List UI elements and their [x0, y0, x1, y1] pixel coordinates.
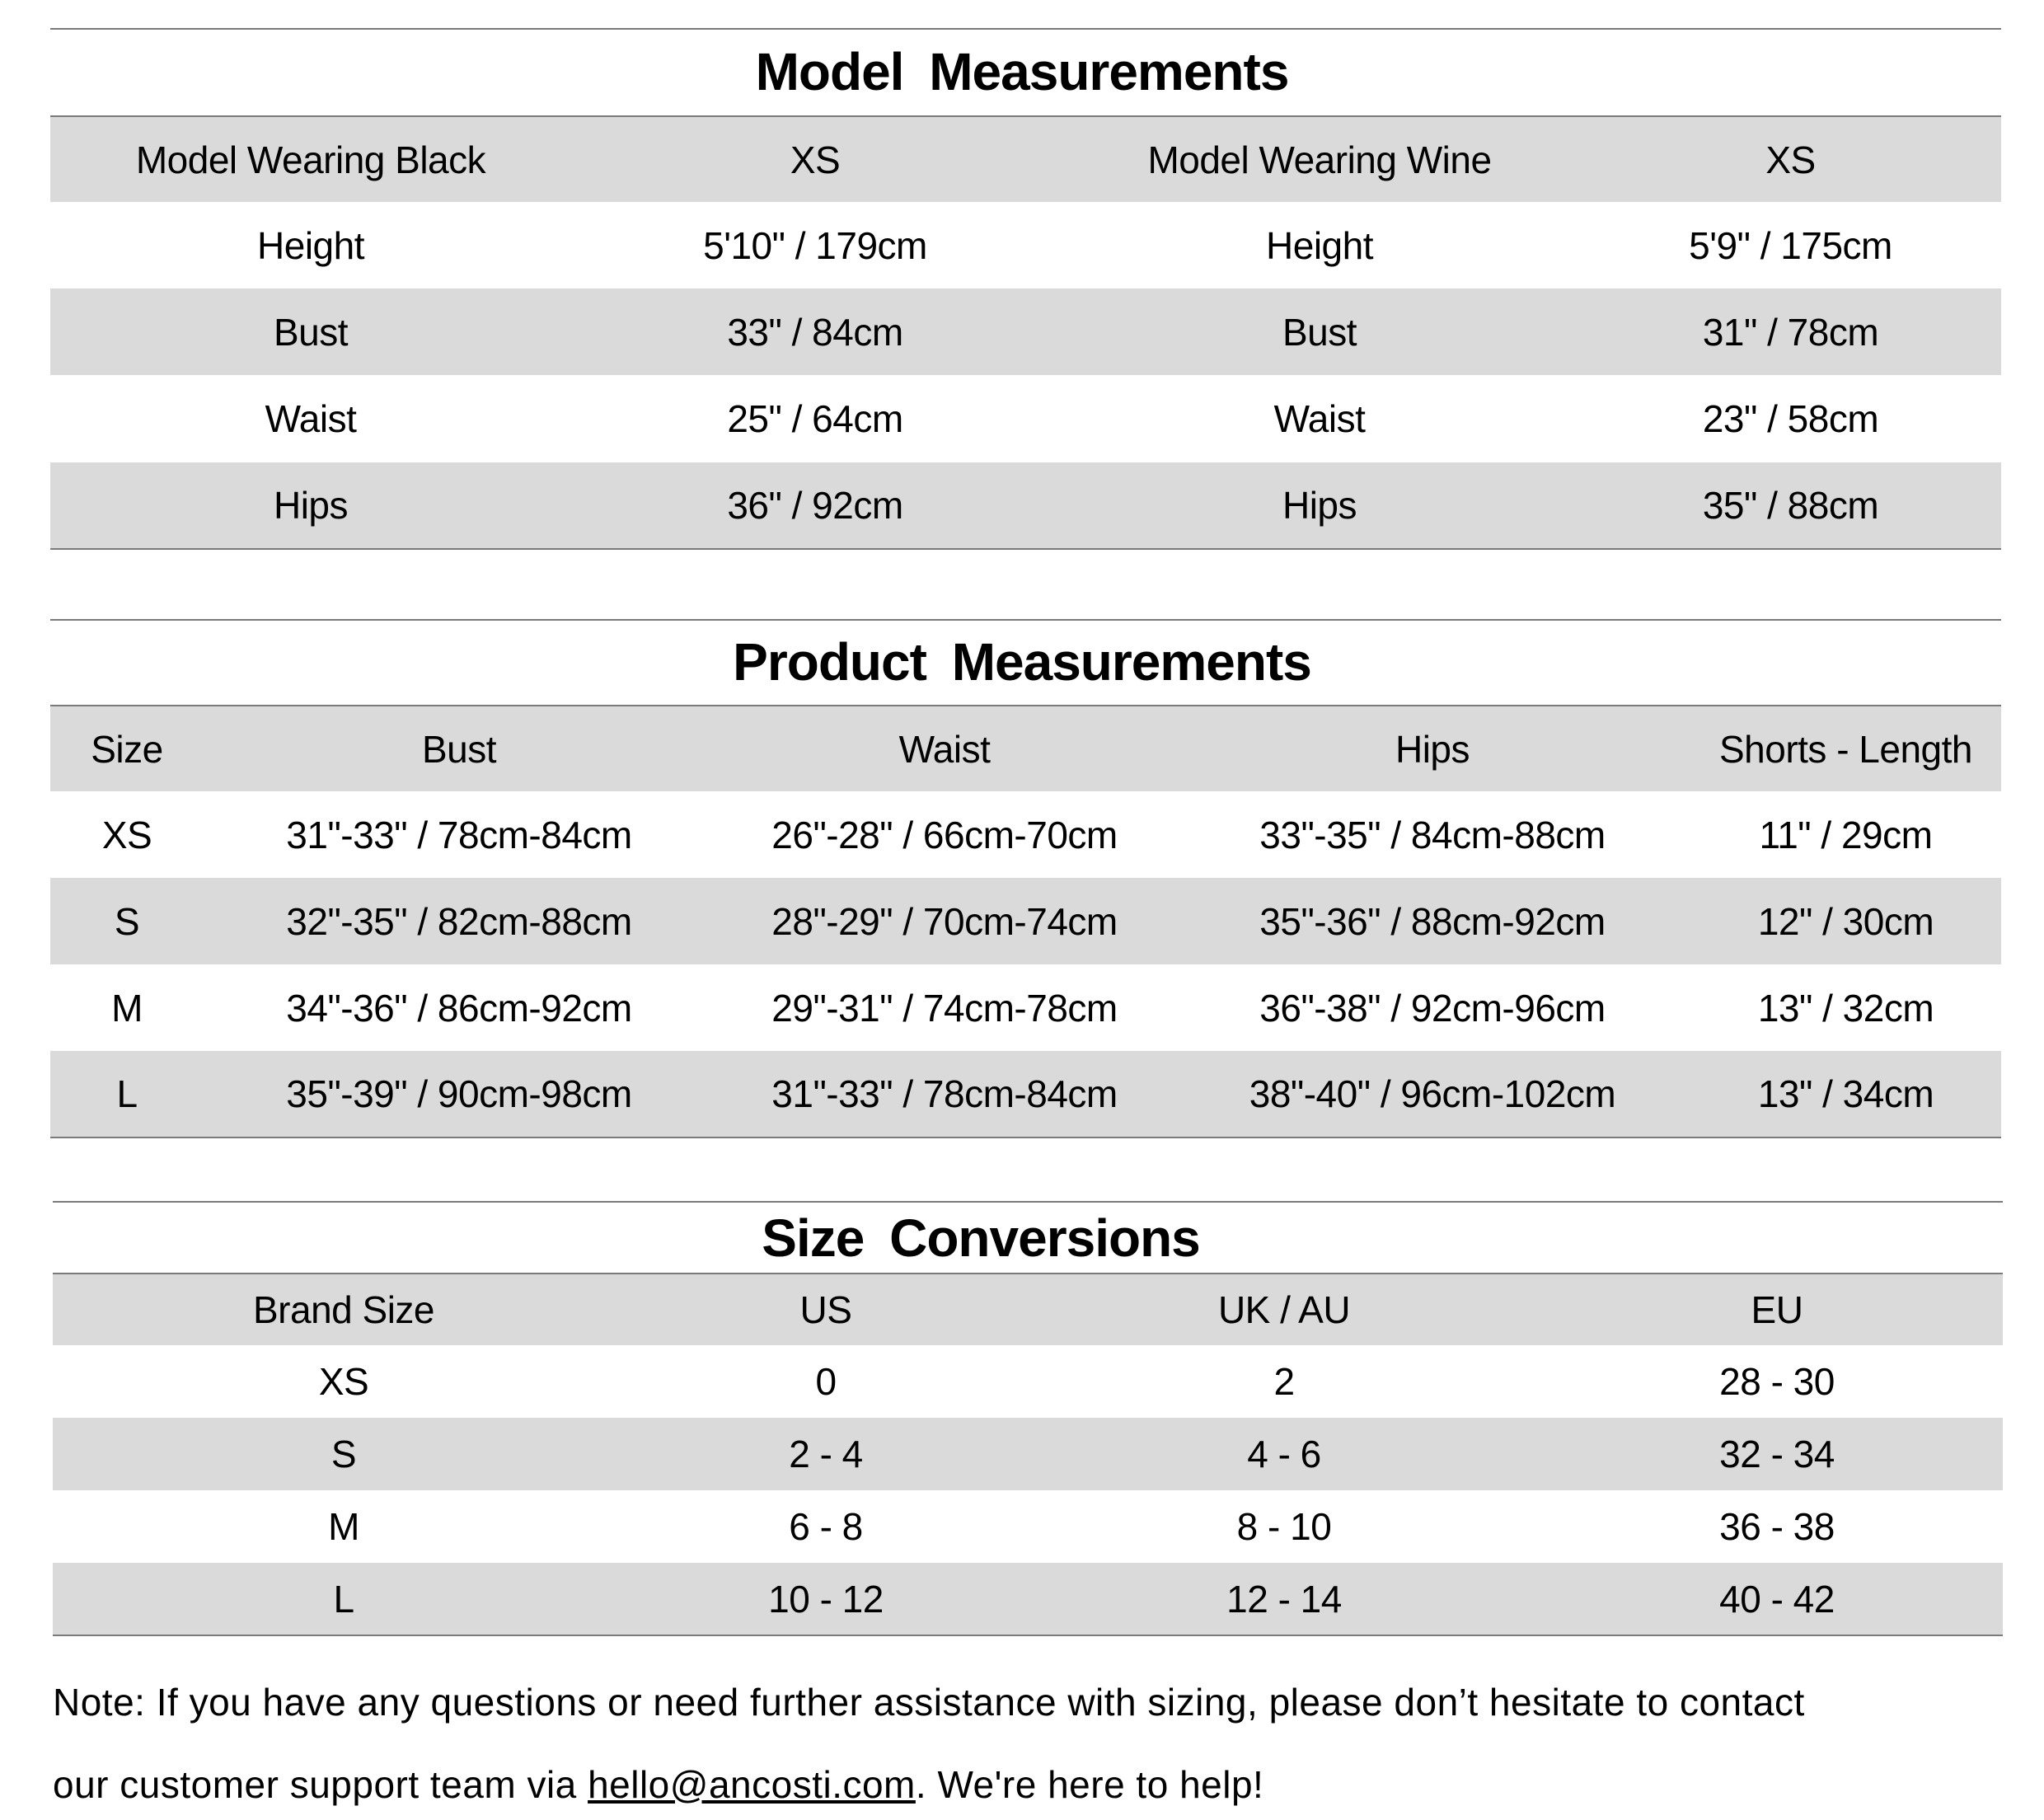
label-cell: Waist	[265, 397, 357, 440]
uk-au-cell: 8 - 10	[1236, 1505, 1332, 1548]
value-cell: 35"-36" / 88cm-92cm	[1174, 878, 1690, 964]
value-cell: 31" / 78cm	[1580, 288, 2001, 375]
eu-cell: 36 - 38	[1719, 1505, 1835, 1548]
eu-cell: 40 - 42	[1551, 1563, 2003, 1636]
us-cell: 2 - 4	[635, 1418, 1017, 1490]
product-section-top-rule	[50, 619, 2001, 621]
header-cell: XS	[571, 116, 1059, 202]
note-line-1: Note: If you have any questions or need …	[53, 1681, 1805, 1724]
header-cell: EU	[1551, 1274, 2003, 1345]
label-cell: Bust	[50, 288, 571, 375]
model-measurements-table: Model Wearing Black XS Model Wearing Win…	[50, 115, 2001, 550]
header-cell: Model Wearing Black	[50, 116, 571, 202]
value-cell: 5'9" / 175cm	[1689, 223, 1892, 267]
us-cell: 6 - 8	[789, 1505, 863, 1548]
value-cell: 33" / 84cm	[571, 288, 1059, 375]
table-row: Hips 36" / 92cm Hips 35" / 88cm	[50, 462, 2001, 550]
uk-au-cell: 2	[1273, 1360, 1295, 1403]
table-row: XS 31"-33" / 78cm-84cm 26"-28" / 66cm-70…	[50, 791, 2001, 878]
header-cell: XS	[1580, 116, 2001, 202]
eu-cell: 28 - 30	[1719, 1360, 1835, 1403]
table-row: M 34"-36" / 86cm-92cm 29"-31" / 74cm-78c…	[50, 964, 2001, 1051]
value-cell: 34"-36" / 86cm-92cm	[286, 986, 632, 1030]
model-section-top-rule	[50, 28, 2001, 30]
value-cell: 13" / 34cm	[1690, 1051, 2001, 1138]
header-cell: US	[635, 1274, 1017, 1345]
value-cell: 23" / 58cm	[1702, 397, 1879, 440]
table-row: L 10 - 12 12 - 14 40 - 42	[53, 1563, 2003, 1636]
support-email-link[interactable]: hello@ancosti.com	[588, 1763, 916, 1806]
value-cell: 13" / 32cm	[1757, 986, 1934, 1030]
header-cell: Hips	[1174, 706, 1690, 791]
header-cell: Brand Size	[53, 1274, 635, 1345]
table-row: Bust 33" / 84cm Bust 31" / 78cm	[50, 288, 2001, 375]
value-cell: 25" / 64cm	[727, 397, 903, 440]
product-measurements-table: Size Bust Waist Hips Shorts - Length XS …	[50, 705, 2001, 1138]
header-cell: Model Wearing Wine	[1059, 116, 1580, 202]
value-cell: 38"-40" / 96cm-102cm	[1174, 1051, 1690, 1138]
value-cell: 35" / 88cm	[1580, 462, 2001, 550]
table-row: S 32"-35" / 82cm-88cm 28"-29" / 70cm-74c…	[50, 878, 2001, 964]
table-row: S 2 - 4 4 - 6 32 - 34	[53, 1418, 2003, 1490]
us-cell: 10 - 12	[635, 1563, 1017, 1636]
label-cell: Hips	[50, 462, 571, 550]
value-cell: 33"-35" / 84cm-88cm	[1259, 813, 1606, 856]
table-row: M 6 - 8 8 - 10 36 - 38	[53, 1490, 2003, 1563]
brand-size-cell: L	[53, 1563, 635, 1636]
brand-size-cell: XS	[318, 1360, 369, 1403]
us-cell: 0	[815, 1360, 837, 1403]
uk-au-cell: 4 - 6	[1017, 1418, 1551, 1490]
value-cell: 35"-39" / 90cm-98cm	[204, 1051, 715, 1138]
label-cell: Height	[1266, 223, 1373, 267]
header-cell: Bust	[204, 706, 715, 791]
label-cell: Height	[257, 223, 364, 267]
conversion-section-top-rule	[53, 1201, 2003, 1203]
size-cell: L	[50, 1051, 204, 1138]
brand-size-cell: S	[53, 1418, 635, 1490]
size-cell: XS	[101, 813, 152, 856]
value-cell: 29"-31" / 74cm-78cm	[771, 986, 1118, 1030]
value-cell: 28"-29" / 70cm-74cm	[715, 878, 1174, 964]
value-cell: 31"-33" / 78cm-84cm	[715, 1051, 1174, 1138]
header-cell: UK / AU	[1017, 1274, 1551, 1345]
value-cell: 36" / 92cm	[571, 462, 1059, 550]
product-measurements-title: Product Measurements	[733, 632, 1312, 692]
table-row: XS 0 2 28 - 30	[53, 1345, 2003, 1418]
size-conversions-table: Brand Size US UK / AU EU XS 0 2 28 - 30 …	[53, 1273, 2003, 1636]
header-cell: Shorts - Length	[1690, 706, 2001, 791]
table-row: Height 5'10" / 179cm Height 5'9" / 175cm	[50, 202, 2001, 288]
note-line-2: our customer support team via hello@anco…	[53, 1762, 1263, 1807]
value-cell: 26"-28" / 66cm-70cm	[771, 813, 1118, 856]
uk-au-cell: 12 - 14	[1017, 1563, 1551, 1636]
table-row: Waist 25" / 64cm Waist 23" / 58cm	[50, 375, 2001, 462]
value-cell: 5'10" / 179cm	[703, 223, 927, 267]
value-cell: 36"-38" / 92cm-96cm	[1259, 986, 1606, 1030]
label-cell: Hips	[1059, 462, 1580, 550]
size-cell: S	[50, 878, 204, 964]
label-cell: Waist	[1273, 397, 1366, 440]
table-header-row: Brand Size US UK / AU EU	[53, 1274, 2003, 1345]
value-cell: 12" / 30cm	[1690, 878, 2001, 964]
eu-cell: 32 - 34	[1551, 1418, 2003, 1490]
size-conversions-title: Size Conversions	[762, 1208, 1201, 1268]
brand-size-cell: M	[328, 1505, 359, 1548]
label-cell: Bust	[1059, 288, 1580, 375]
header-cell: Size	[50, 706, 204, 791]
table-row: L 35"-39" / 90cm-98cm 31"-33" / 78cm-84c…	[50, 1051, 2001, 1138]
note-suffix: . We're here to help!	[915, 1763, 1264, 1806]
value-cell: 32"-35" / 82cm-88cm	[204, 878, 715, 964]
size-cell: M	[111, 986, 143, 1030]
model-measurements-title: Model Measurements	[755, 42, 1290, 101]
table-header-row: Size Bust Waist Hips Shorts - Length	[50, 706, 2001, 791]
table-header-row: Model Wearing Black XS Model Wearing Win…	[50, 116, 2001, 202]
value-cell: 11" / 29cm	[1759, 813, 1933, 856]
note-prefix: our customer support team via	[53, 1763, 588, 1806]
value-cell: 31"-33" / 78cm-84cm	[286, 813, 632, 856]
header-cell: Waist	[715, 706, 1174, 791]
